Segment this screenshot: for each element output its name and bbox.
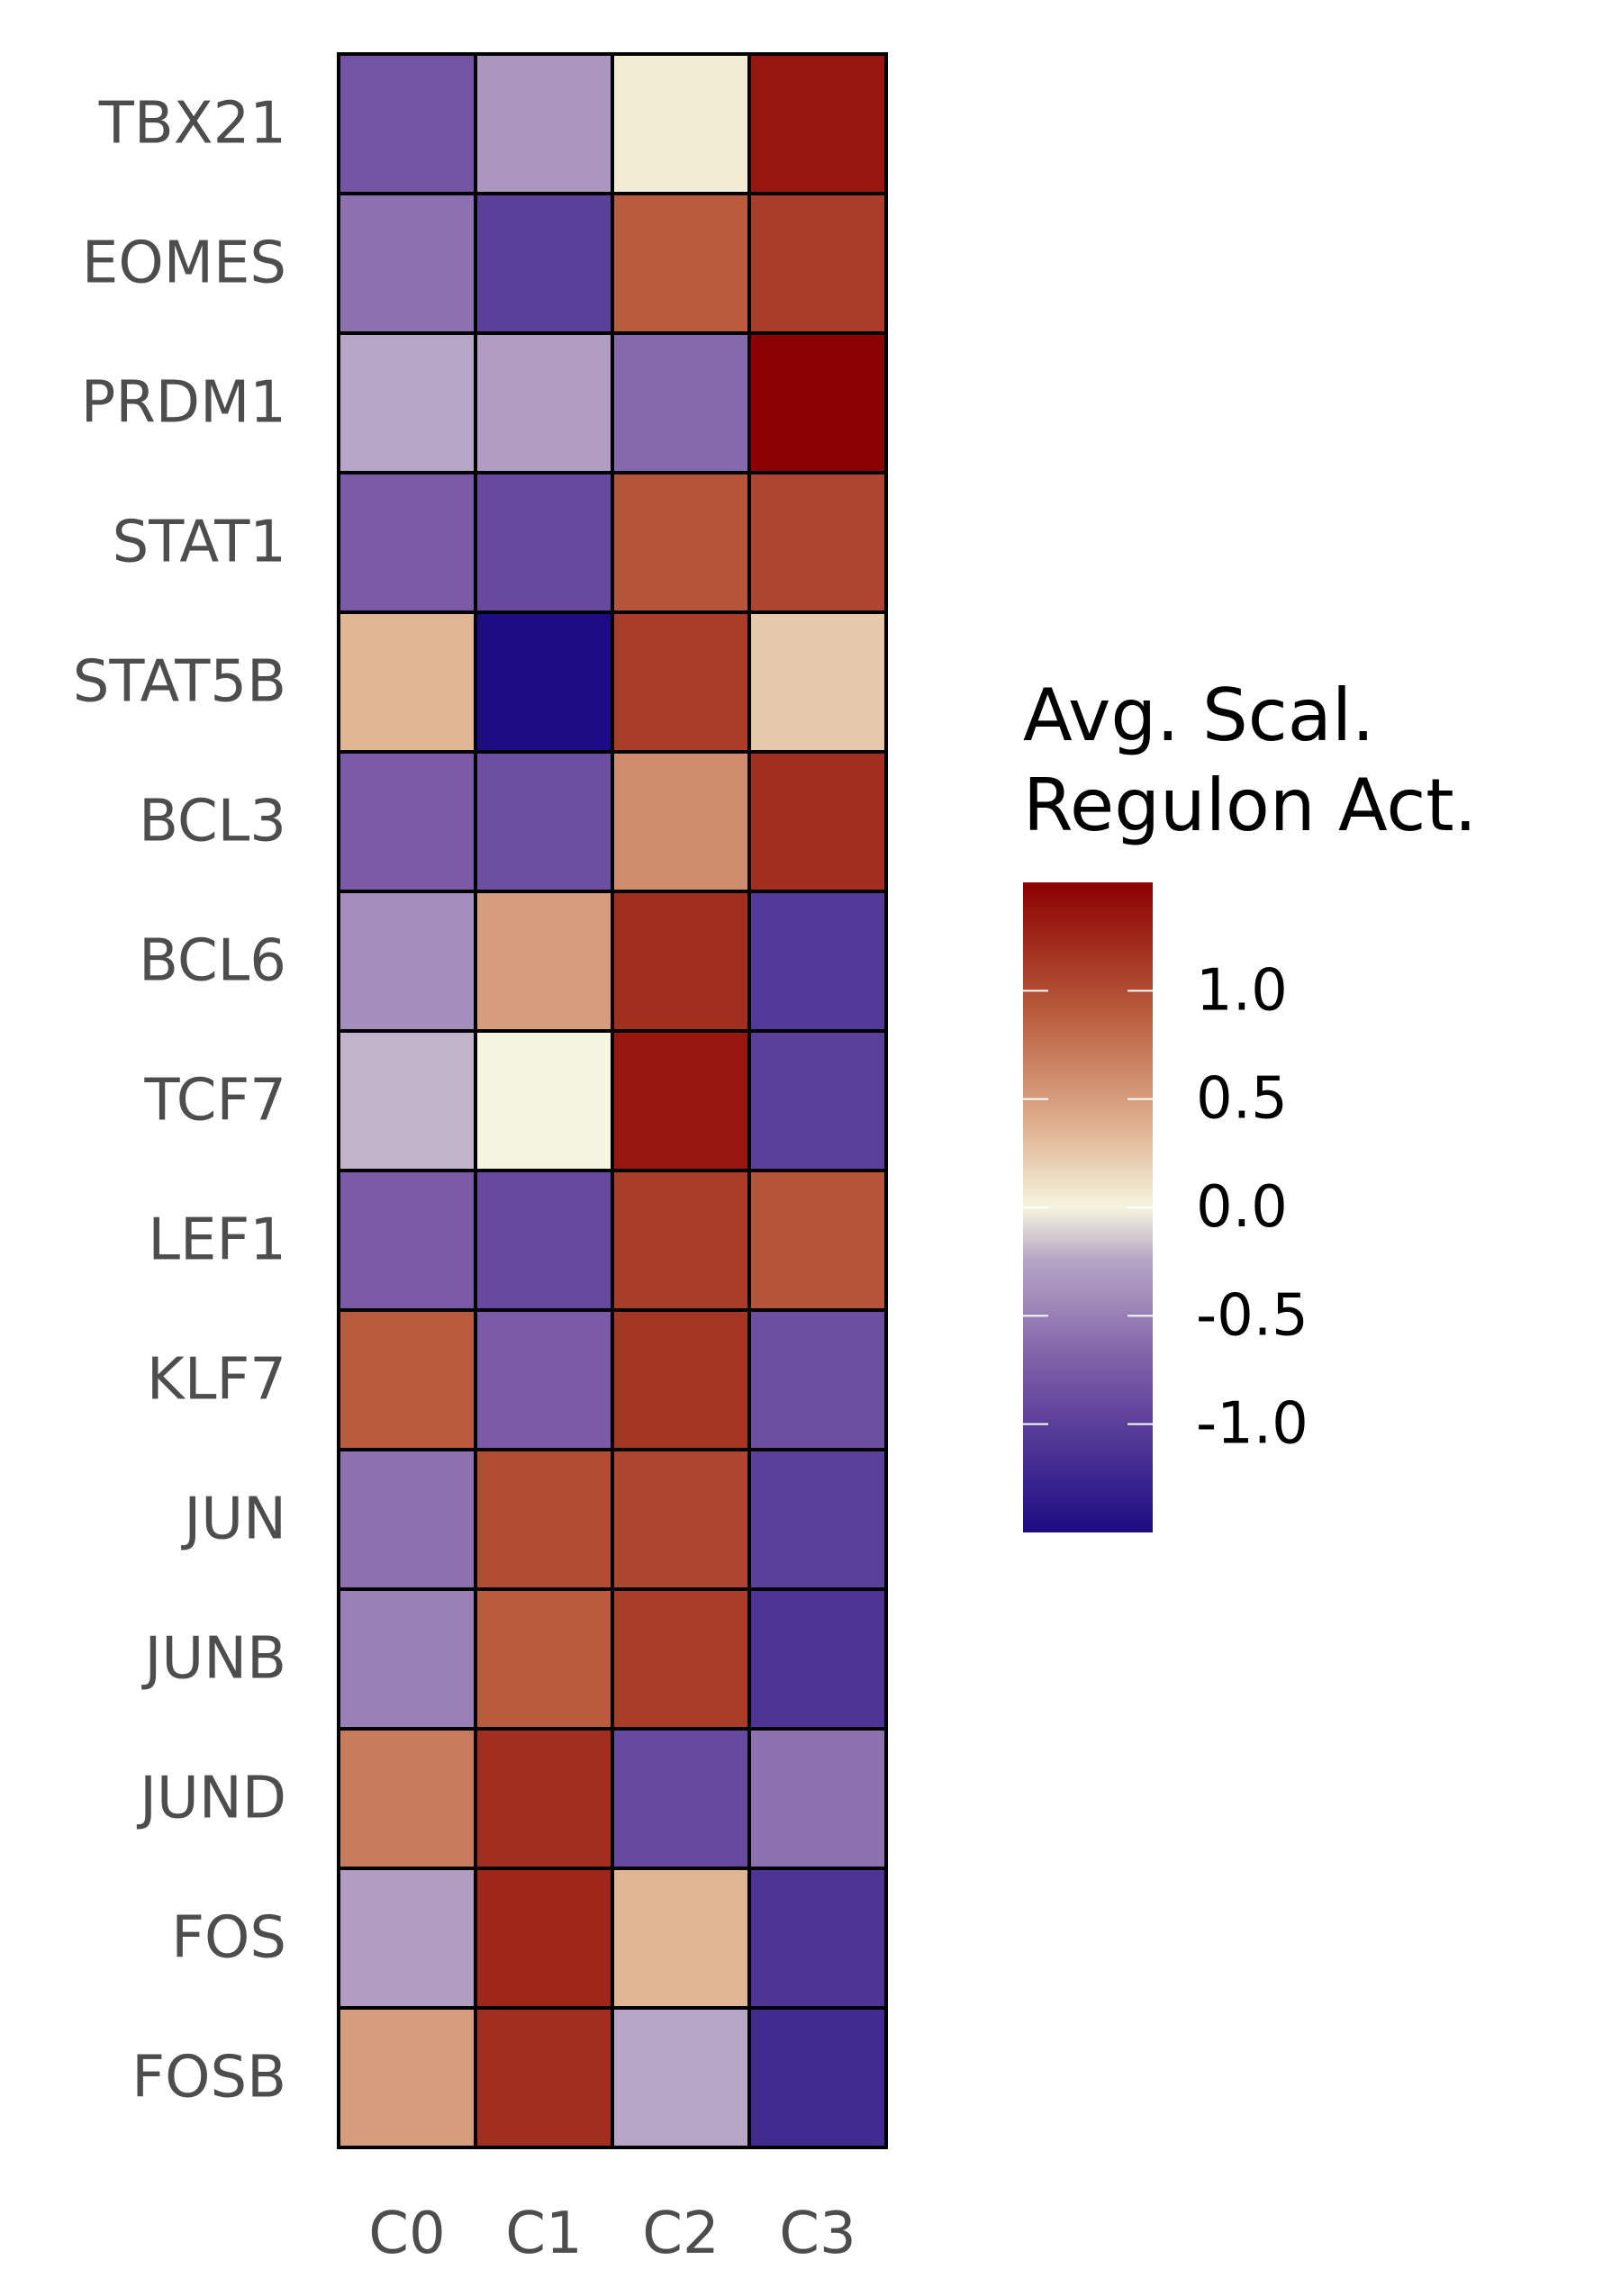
heatmap-cell-stat1-c2 bbox=[611, 471, 751, 614]
heatmap-cell-tbx21-c0 bbox=[337, 52, 477, 195]
heatmap-cell-junb-c2 bbox=[611, 1587, 751, 1731]
heatmap-cell-fos-c2 bbox=[611, 1867, 751, 2010]
heatmap-cell-stat5b-c1 bbox=[474, 610, 614, 754]
row-label-lef1: LEF1 bbox=[148, 1207, 286, 1274]
heatmap-cell-jund-c3 bbox=[747, 1727, 888, 1870]
heatmap-cell-bcl6-c3 bbox=[747, 890, 888, 1033]
colorbar-tick-label: 1.0 bbox=[1196, 957, 1288, 1024]
heatmap-cell-prdm1-c0 bbox=[337, 331, 477, 475]
heatmap-cell-prdm1-c2 bbox=[611, 331, 751, 475]
column-label-c3: C3 bbox=[779, 2201, 856, 2267]
heatmap-cell-bcl6-c2 bbox=[611, 890, 751, 1033]
row-label-tcf7: TCF7 bbox=[143, 1068, 286, 1134]
heatmap-cell-fos-c1 bbox=[474, 1867, 614, 2010]
row-label-eomes: EOMES bbox=[82, 231, 286, 297]
heatmap-cell-lef1-c1 bbox=[474, 1169, 614, 1312]
heatmap-cell-jund-c0 bbox=[337, 1727, 477, 1870]
heatmap-cell-jun-c0 bbox=[337, 1448, 477, 1591]
heatmap-cell-fosb-c1 bbox=[474, 2006, 614, 2149]
heatmap-cell-stat1-c0 bbox=[337, 471, 477, 614]
heatmap-cell-prdm1-c1 bbox=[474, 331, 614, 475]
heatmap-cells bbox=[337, 52, 888, 2149]
heatmap-cell-jund-c1 bbox=[474, 1727, 614, 1870]
row-label-tbx21: TBX21 bbox=[98, 91, 286, 158]
colorbar-ticks: 1.0 0.5 0.0 -0.5 -1.0 bbox=[1023, 957, 1309, 1458]
heatmap-cell-tcf7-c2 bbox=[611, 1029, 751, 1172]
colorbar-tick-label: -1.0 bbox=[1196, 1391, 1309, 1458]
heatmap-cell-klf7-c1 bbox=[474, 1308, 614, 1451]
heatmap-cell-jun-c2 bbox=[611, 1448, 751, 1591]
colorbar-tick-label: -0.5 bbox=[1196, 1282, 1309, 1349]
heatmap-cell-stat5b-c3 bbox=[747, 610, 888, 754]
heatmap-cell-bcl3-c3 bbox=[747, 750, 888, 893]
row-label-jun: JUN bbox=[180, 1487, 286, 1553]
column-label-c0: C0 bbox=[368, 2201, 445, 2267]
row-label-stat1: STAT1 bbox=[113, 510, 286, 576]
column-labels: C0 C1 C2 C3 bbox=[368, 2201, 856, 2267]
colorbar-legend: Avg. Scal. Regulon Act. 1.0 0.5 0.0 -0.5 -1.… bbox=[1023, 673, 1477, 1532]
heatmap-cell-fosb-c3 bbox=[747, 2006, 888, 2149]
heatmap-cell-stat1-c3 bbox=[747, 471, 888, 614]
row-label-jund: JUND bbox=[136, 1766, 286, 1832]
heatmap-cell-tbx21-c1 bbox=[474, 52, 614, 195]
heatmap-cell-lef1-c0 bbox=[337, 1169, 477, 1312]
heatmap-cell-bcl3-c2 bbox=[611, 750, 751, 893]
heatmap-cell-klf7-c2 bbox=[611, 1308, 751, 1451]
heatmap-cell-junb-c3 bbox=[747, 1587, 888, 1731]
heatmap-cell-prdm1-c3 bbox=[747, 331, 888, 475]
heatmap-cell-fos-c3 bbox=[747, 1867, 888, 2010]
row-label-fosb: FOSB bbox=[131, 2045, 286, 2111]
heatmap-cell-eomes-c3 bbox=[747, 192, 888, 335]
heatmap-cell-bcl3-c1 bbox=[474, 750, 614, 893]
heatmap-cell-eomes-c1 bbox=[474, 192, 614, 335]
row-label-junb: JUNB bbox=[141, 1626, 287, 1693]
heatmap-cell-klf7-c3 bbox=[747, 1308, 888, 1451]
heatmap-cell-stat1-c1 bbox=[474, 471, 614, 614]
heatmap-cell-tbx21-c3 bbox=[747, 52, 888, 195]
heatmap-cell-jund-c2 bbox=[611, 1727, 751, 1870]
legend-title-line-2: Regulon Act. bbox=[1023, 764, 1477, 847]
legend-title-line-1: Avg. Scal. bbox=[1023, 673, 1374, 757]
heatmap-cell-bcl3-c0 bbox=[337, 750, 477, 893]
heatmap-cell-fosb-c2 bbox=[611, 2006, 751, 2149]
heatmap-cell-klf7-c0 bbox=[337, 1308, 477, 1451]
heatmap-cell-tcf7-c1 bbox=[474, 1029, 614, 1172]
heatmap-cell-tcf7-c3 bbox=[747, 1029, 888, 1172]
heatmap-cell-jun-c1 bbox=[474, 1448, 614, 1591]
heatmap-cell-stat5b-c2 bbox=[611, 610, 751, 754]
heatmap-cell-lef1-c2 bbox=[611, 1169, 751, 1312]
heatmap-cell-junb-c1 bbox=[474, 1587, 614, 1731]
heatmap-cell-tcf7-c0 bbox=[337, 1029, 477, 1172]
heatmap-cell-fosb-c0 bbox=[337, 2006, 477, 2149]
heatmap-cell-lef1-c3 bbox=[747, 1169, 888, 1312]
row-labels: TBX21 EOMES PRDM1 STAT1 STAT5B BCL3 BCL6 TCF7 LE… bbox=[73, 91, 286, 2111]
row-label-fos: FOS bbox=[171, 1905, 286, 1972]
row-label-bcl6: BCL6 bbox=[139, 928, 286, 995]
heatmap-cell-eomes-c2 bbox=[611, 192, 751, 335]
row-label-prdm1: PRDM1 bbox=[81, 370, 286, 437]
colorbar-tick-label: 0.0 bbox=[1196, 1174, 1288, 1241]
heatmap-cell-junb-c0 bbox=[337, 1587, 477, 1731]
row-label-klf7: KLF7 bbox=[147, 1347, 286, 1414]
heatmap-cell-bcl6-c1 bbox=[474, 890, 614, 1033]
row-label-bcl3: BCL3 bbox=[139, 789, 286, 855]
heatmap-cell-jun-c3 bbox=[747, 1448, 888, 1591]
heatmap-cell-eomes-c0 bbox=[337, 192, 477, 335]
heatmap-cell-bcl6-c0 bbox=[337, 890, 477, 1033]
column-label-c1: C1 bbox=[505, 2201, 582, 2267]
row-label-stat5b: STAT5B bbox=[73, 649, 286, 716]
column-label-c2: C2 bbox=[642, 2201, 719, 2267]
heatmap-cell-stat5b-c0 bbox=[337, 610, 477, 754]
colorbar-tick-label: 0.5 bbox=[1196, 1066, 1288, 1133]
heatmap-cell-tbx21-c2 bbox=[611, 52, 751, 195]
heatmap-cell-fos-c0 bbox=[337, 1867, 477, 2010]
